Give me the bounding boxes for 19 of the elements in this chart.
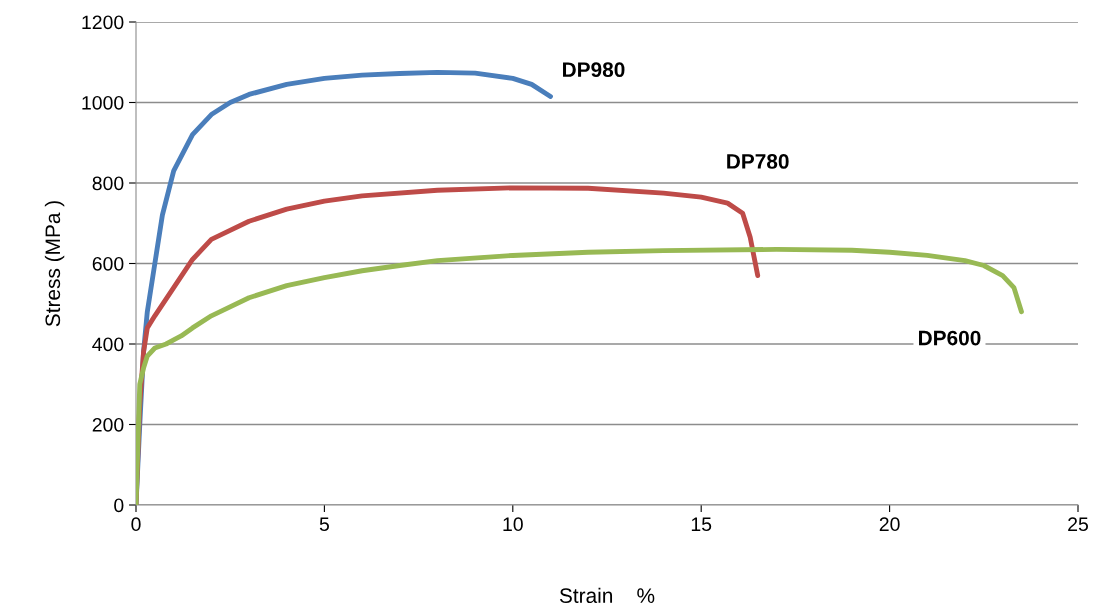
y-axis-title: Stress (MPa ): [44, 201, 65, 327]
x-tick-label: 0: [131, 517, 141, 532]
x-tick-label: 15: [691, 517, 712, 532]
y-tick-label: 1200: [82, 15, 124, 30]
y-tick-label: 400: [92, 337, 124, 352]
x-tick-label: 20: [879, 517, 900, 532]
series-label: DP780: [727, 154, 789, 169]
y-tick-label: 0: [114, 498, 124, 513]
line-series: [136, 246, 1024, 505]
x-tick-label: 25: [1068, 517, 1088, 532]
x-tick-label: 5: [319, 517, 329, 532]
series-label: DP980: [563, 62, 625, 78]
y-tick-label: 200: [92, 417, 124, 432]
text: DP600: [919, 330, 981, 346]
x-tick-label: 10: [503, 517, 523, 532]
y-tick-label: 600: [92, 256, 124, 271]
x-axis-title: Strain %: [559, 587, 655, 604]
y-tick-label: 1000: [82, 95, 124, 110]
y-tick-label: 800: [92, 176, 124, 191]
